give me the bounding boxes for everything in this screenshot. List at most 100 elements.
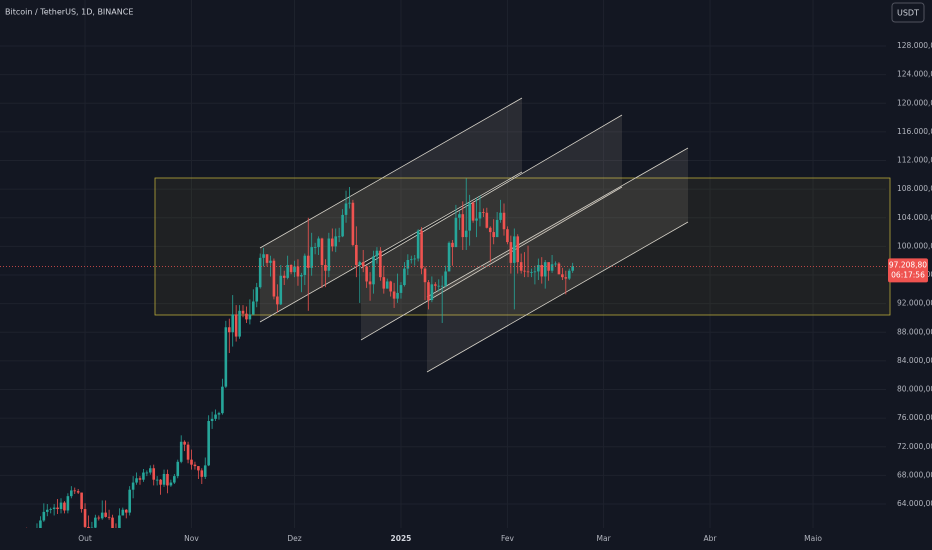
candle-body xyxy=(272,260,276,297)
candle-body xyxy=(351,202,355,245)
candle-body xyxy=(313,247,317,248)
candle-body xyxy=(131,482,135,490)
candle-body xyxy=(464,230,468,238)
currency-button[interactable] xyxy=(891,2,925,23)
candle-body xyxy=(509,242,513,263)
candle-body xyxy=(420,230,423,269)
candle-body xyxy=(197,466,200,471)
candle-body xyxy=(279,275,283,305)
candle-body xyxy=(183,441,186,445)
candle-body xyxy=(200,470,204,477)
x-tick-label: 2025 xyxy=(391,534,412,543)
y-tick-label: 84.000,00 xyxy=(897,356,932,365)
last-price-label: 97.208,80 xyxy=(889,260,927,269)
candle-body xyxy=(567,270,571,279)
candle-body xyxy=(186,444,190,460)
y-tick-label: 100.000,00 xyxy=(897,241,932,250)
candle-body xyxy=(190,459,193,465)
candle-body xyxy=(454,217,458,248)
candle-body xyxy=(399,285,403,293)
candle-body xyxy=(413,258,417,260)
channel-line xyxy=(259,97,523,249)
candle-body xyxy=(540,265,544,277)
candle-body xyxy=(73,490,77,492)
candle-body xyxy=(111,517,114,528)
candle-body xyxy=(169,482,173,486)
candle-body xyxy=(502,212,506,230)
candle-body xyxy=(543,262,547,277)
candle-body xyxy=(210,418,214,422)
candle-body xyxy=(406,259,410,269)
candle-body xyxy=(468,202,471,231)
candle-body xyxy=(523,270,526,272)
y-tick-label: 64.000,00 xyxy=(897,499,932,508)
candles xyxy=(26,178,574,528)
y-tick-label: 116.000,00 xyxy=(897,127,932,136)
candle-body xyxy=(70,490,73,497)
y-tick-label: 92.000,00 xyxy=(897,299,932,308)
candle-body xyxy=(526,271,530,273)
candle-body xyxy=(485,212,489,228)
candle-body xyxy=(97,517,101,519)
candle-body xyxy=(488,227,492,233)
candle-body xyxy=(358,262,362,266)
candle-body xyxy=(368,281,372,285)
candle-body xyxy=(519,262,523,271)
candle-body xyxy=(162,473,166,485)
y-tick-label: 68.000,00 xyxy=(897,470,932,479)
candle-body xyxy=(482,212,485,213)
candle-body xyxy=(107,516,111,518)
candle-body xyxy=(42,511,46,521)
channel-line xyxy=(360,114,623,269)
candle-body xyxy=(83,509,87,527)
candle-body xyxy=(121,509,125,516)
candle-body xyxy=(416,230,420,259)
x-tick-label: Nov xyxy=(184,534,199,543)
candle-body xyxy=(66,496,70,511)
candle-body xyxy=(152,468,156,480)
candle-body xyxy=(344,203,348,215)
candle-body xyxy=(289,265,293,273)
candle-body xyxy=(512,236,516,263)
candle-body xyxy=(128,489,131,513)
candle-body xyxy=(434,284,437,286)
channel-line xyxy=(360,186,623,341)
candle-body xyxy=(385,281,389,289)
candle-body xyxy=(217,413,221,415)
candle-body xyxy=(447,242,451,272)
candle-body xyxy=(56,507,59,510)
x-tick-label: Fev xyxy=(501,534,515,543)
candle-body xyxy=(430,284,434,301)
candle-body xyxy=(451,242,454,248)
candle-body xyxy=(458,214,461,218)
currency-label[interactable]: USDT xyxy=(897,9,919,18)
candle-body xyxy=(49,509,53,510)
countdown: 06:17:56 xyxy=(891,270,925,279)
candle-body xyxy=(59,502,63,510)
candle-body xyxy=(372,256,375,285)
last-price-tag xyxy=(888,258,928,283)
candle-body xyxy=(554,263,557,265)
x-tick-label: Out xyxy=(78,534,92,543)
candle-body xyxy=(306,255,310,268)
grid xyxy=(0,0,886,528)
x-tick-label: Mar xyxy=(597,534,612,543)
channel-line xyxy=(426,147,689,298)
candle-body xyxy=(327,238,331,271)
candle-body xyxy=(561,274,564,278)
y-tick-label: 120.000,00 xyxy=(897,98,932,107)
candle-body xyxy=(118,515,121,528)
candle-body xyxy=(320,238,324,266)
candle-body xyxy=(310,247,313,268)
candle-body xyxy=(269,260,272,263)
candle-body xyxy=(365,266,368,282)
channel-line xyxy=(426,221,689,373)
candle-body xyxy=(324,265,327,271)
candle-body xyxy=(403,268,406,286)
candle-body xyxy=(392,291,396,299)
candle-body xyxy=(564,277,568,279)
y-tick-label: 124.000,00 xyxy=(897,70,932,79)
candle-body xyxy=(471,202,475,221)
candle-body xyxy=(348,202,351,204)
